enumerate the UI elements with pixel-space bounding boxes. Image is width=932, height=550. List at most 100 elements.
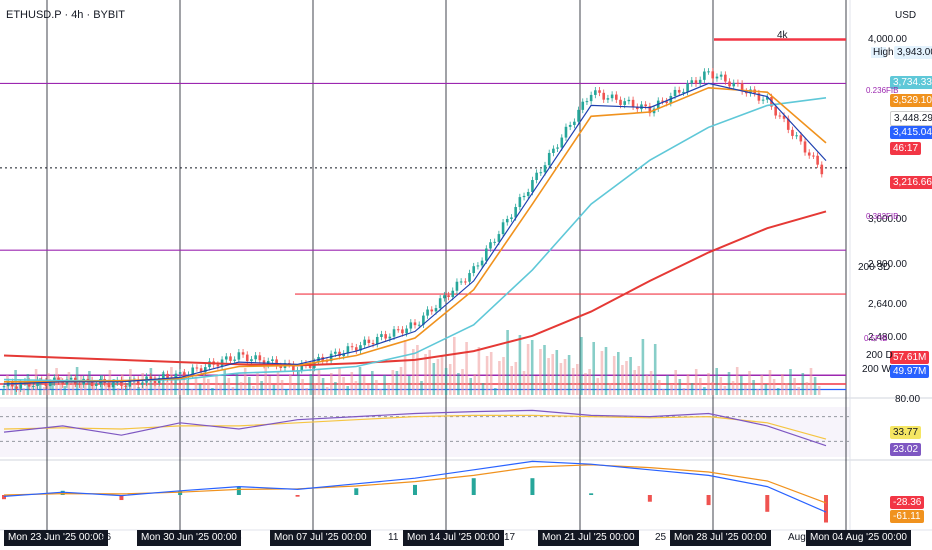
volume-bar — [690, 383, 694, 395]
candle — [308, 365, 312, 368]
volume-bar — [51, 382, 54, 395]
macd-histogram-bar — [236, 486, 241, 495]
candle — [476, 265, 480, 267]
volume-bar — [2, 389, 5, 395]
volume-bar — [104, 384, 108, 395]
candle — [94, 383, 98, 386]
candle — [354, 347, 358, 351]
volume-bar — [379, 389, 382, 395]
volume-bar — [358, 367, 362, 395]
candle — [631, 99, 635, 107]
volume-bar — [137, 387, 140, 395]
candle — [501, 222, 505, 235]
candle — [86, 378, 90, 381]
candle — [707, 71, 710, 73]
candle — [405, 328, 408, 334]
volume-bar — [789, 369, 792, 395]
candle — [627, 99, 631, 102]
volume-bar — [202, 370, 206, 395]
candle — [661, 100, 664, 102]
candle — [107, 382, 111, 388]
volume-bar — [264, 367, 267, 395]
volume-bar — [88, 371, 91, 395]
candle — [367, 339, 371, 343]
volume-bar — [272, 385, 276, 395]
volume-bar — [633, 370, 636, 395]
candle — [329, 353, 333, 362]
volume-bar — [424, 354, 427, 395]
price-tick-label: 2,480.00 — [868, 332, 907, 343]
time-axis-label: 26 — [100, 532, 112, 543]
symbol-title[interactable]: ETHUSD.P · 4h · BYBIT — [6, 9, 125, 21]
volume-bar — [629, 357, 632, 395]
candle — [560, 137, 564, 148]
candle — [644, 104, 647, 107]
candle — [606, 98, 610, 100]
candle — [342, 353, 346, 357]
time-axis-label: 3 — [236, 532, 242, 543]
volume-bar — [670, 384, 673, 395]
candle — [761, 99, 765, 101]
volume-bar — [293, 384, 296, 395]
candle — [258, 355, 262, 361]
volume-bar — [350, 372, 354, 395]
volume-bar — [662, 389, 665, 395]
volume-bar — [219, 383, 222, 395]
volume-bar — [551, 354, 554, 395]
volume-bar — [514, 362, 518, 395]
volume-bar — [239, 382, 243, 395]
candle — [149, 376, 153, 379]
volume-bar — [96, 389, 99, 395]
volume-bar — [190, 389, 194, 395]
candle — [371, 342, 375, 345]
volume-bar — [297, 370, 300, 395]
candle — [413, 322, 417, 326]
price-badge: 49.97M — [890, 365, 930, 378]
currency-label[interactable]: USD — [895, 10, 917, 21]
volume-bar — [301, 379, 304, 395]
candle — [795, 135, 798, 137]
macd-badge: -61.11 — [890, 510, 924, 523]
volume-bar — [793, 378, 796, 395]
volume-bar — [280, 380, 284, 395]
candle — [690, 80, 694, 84]
volume-bar — [813, 377, 817, 395]
time-axis-label: Mon 28 Jul '25 00:00 — [670, 530, 771, 546]
volume-bar — [772, 379, 776, 395]
level-label: 200 3D — [858, 262, 891, 273]
candle — [359, 345, 362, 351]
volume-bar — [805, 382, 809, 395]
volume-bar — [592, 342, 595, 395]
rsi-band — [0, 407, 850, 457]
volume-bar — [485, 356, 489, 395]
volume-bar — [317, 369, 321, 395]
candle — [547, 152, 551, 166]
volume-bar — [403, 340, 407, 395]
time-axis-label: 11 — [388, 532, 399, 543]
candle — [120, 380, 123, 386]
candle — [422, 315, 425, 325]
volume-bar — [354, 381, 358, 395]
volume-bar — [444, 368, 448, 395]
candle — [791, 129, 794, 136]
volume-bar — [43, 387, 46, 395]
candle — [682, 91, 685, 93]
macd-histogram-bar — [765, 495, 770, 512]
volume-bar — [47, 373, 50, 395]
volume-bar — [30, 383, 34, 395]
candle — [195, 367, 199, 369]
rsi-ma-line — [3, 414, 827, 440]
candle — [2, 386, 6, 388]
candle — [820, 164, 824, 175]
candle — [480, 260, 484, 266]
candle — [740, 83, 744, 92]
candle — [69, 377, 73, 380]
volume-bar — [161, 372, 165, 395]
candle — [174, 373, 178, 381]
volume-bar — [79, 376, 83, 395]
volume-bar — [420, 381, 423, 395]
volume-bar — [436, 359, 440, 395]
level-label: 0.5FIB — [864, 334, 888, 343]
price-tick-label: 3,000.00 — [868, 214, 907, 225]
